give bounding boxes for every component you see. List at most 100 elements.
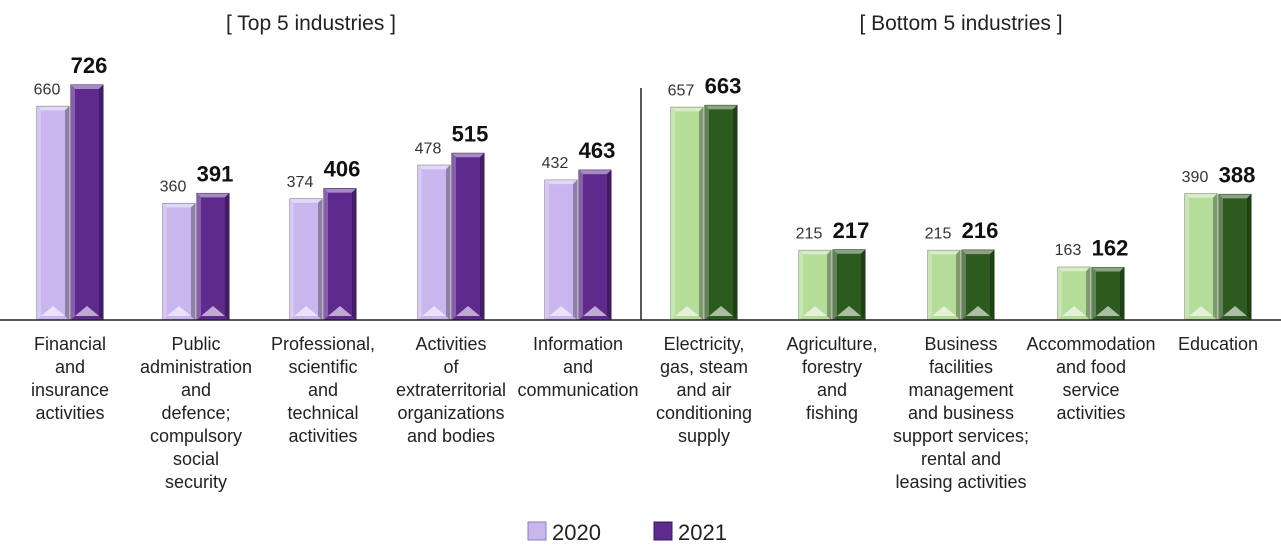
category-label-line: of [443,357,459,377]
bar-2020-g0-c4 [544,179,578,321]
bar-2021-g1-c4-body [1218,193,1252,321]
value-labels: 660 726 360 391 374 406 478 515 432 463 657 663 215 2… [34,53,1256,261]
bar-2020-g1-c0-bevel-top [671,107,703,112]
category-label-line: conditioning [656,403,752,423]
bar-2020-g0-c2-bevel-top [290,198,322,203]
bar-2020-g0-c3 [417,164,451,321]
bar-2020-g0-c4-highlight [549,306,573,316]
category-label-line: and [181,380,211,400]
category-label-line: defence; [161,403,230,423]
bar-2020-g0-c0-bevel-right [65,106,69,320]
bar-2021-g0-c1-highlight [201,306,225,316]
category-label-line: and food [1056,357,1126,377]
category-label-line: and air [676,380,731,400]
category-label-line: insurance [31,380,109,400]
bar-2021-g0-c0-bevel-top [71,85,103,89]
category-label-line: administration [140,357,252,377]
bar-2020-g1-c3-bevel-left [1058,267,1062,320]
value-label-2021-g0-c1: 391 [197,161,234,186]
bar-2021-g0-c2-body [323,188,357,321]
category-label-g0-c0: Financial and insurance activities [31,334,109,423]
category-labels: Financial and insurance activities Public adm… [31,334,1258,492]
bar-2020-g0-c4-body [544,179,578,321]
bar-2020-g0-c3-body [417,164,451,321]
bar-2021-g0-c3-body [451,152,485,321]
category-label-line: Education [1178,334,1258,354]
bar-2020-g0-c2 [289,198,323,321]
category-label-line: communication [517,380,638,400]
bar-2020-g1-c0-bevel-left [671,107,675,320]
group-titles: [ Top 5 industries ] [ Bottom 5 industri… [226,12,1063,35]
bar-2021-g1-c1-bevel-right [861,249,865,320]
legend-label-2020: 2020 [552,520,601,542]
bottom-group-title: [ Bottom 5 industries ] [859,12,1062,35]
value-label-2021-g1-c3: 162 [1092,236,1129,261]
legend-swatch-2020 [527,521,547,541]
bar-2020-g1-c4-bevel-left [1185,193,1189,320]
bar-2020-g0-c0 [36,105,70,321]
bar-2020-g1-c2 [927,249,961,321]
bars [36,84,1252,321]
bar-2020-g1-c2-bevel-right [956,250,960,320]
category-label-line: social [173,449,219,469]
bar-2021-g1-c2-bevel-left [962,250,966,320]
bar-2020-g0-c1-highlight [167,306,191,316]
category-label-line: Public [171,334,220,354]
category-label-line: extraterritorial [396,380,506,400]
bar-2021-g1-c4-bevel-left [1219,194,1223,320]
bar-2021-g0-c2-highlight [328,306,352,316]
value-label-2020-g1-c4: 390 [1182,169,1209,186]
category-label-line: technical [287,403,358,423]
bar-2020-g0-c1 [162,202,196,321]
category-label-line: Accommodation [1026,334,1155,354]
bar-2021-g0-c0-body [70,84,104,321]
bar-2021-g1-c0 [704,104,738,321]
category-label-line: gas, steam [660,357,748,377]
category-label-line: forestry [802,357,862,377]
legend-label-2021: 2021 [678,520,727,542]
bar-2021-g1-c0-bevel-top [705,105,737,110]
category-label-line: and bodies [407,426,495,446]
bar-2020-g1-c0-bevel-right [699,107,703,320]
bar-2020-g1-c1-bevel-left [799,250,803,320]
category-label-line: organizations [397,403,504,423]
bar-2021-g0-c1-bevel-left [197,193,201,320]
bar-2021-g1-c1-bevel-top [833,249,865,254]
bar-2021-g1-c2-bevel-right [990,250,994,320]
bar-2020-g1-c4-bevel-top [1185,193,1217,198]
category-label-g0-c4: Information and communication [517,334,638,400]
category-label-line: Financial [34,334,106,354]
bar-2020-g0-c0-bevel-left [37,106,41,320]
bar-2020-g1-c3-bevel-top [1058,267,1090,272]
bar-2021-g0-c1-bevel-right [225,193,229,320]
bar-2021-g0-c2-bevel-top [324,188,356,193]
value-label-2020-g0-c4: 432 [542,155,569,172]
bar-2020-g0-c1-bevel-top [163,203,195,208]
bar-2021-g1-c3 [1091,267,1125,321]
bar-2021-g0-c4-bevel-top [579,170,611,175]
category-label-line: Information [533,334,623,354]
category-label-line: leasing activities [895,472,1026,492]
category-label-g0-c3: Activities of extraterritorial organization… [396,334,506,446]
bar-2020-g0-c2-body [289,198,323,321]
bar-2021-g1-c2-highlight [966,306,990,316]
category-label-line: and business [908,403,1014,423]
bar-2020-g0-c1-bevel-right [191,203,195,320]
category-label-line: scientific [288,357,357,377]
category-label-line: Business [924,334,997,354]
bar-2020-g1-c3-highlight [1062,306,1086,316]
bar-2021-g0-c3-bevel-right [480,153,484,320]
bar-2021-g1-c4-bevel-right [1247,194,1251,320]
category-label-line: rental and [921,449,1001,469]
bar-2021-g0-c3-bevel-left [452,153,456,320]
bar-2020-g1-c0-body [670,106,704,321]
value-label-2021-g0-c2: 406 [324,157,361,182]
bar-2021-g0-c1-body [196,192,230,321]
bar-2020-g1-c1-highlight [803,306,827,316]
bar-2021-g0-c0-bevel-left [71,85,75,320]
bar-2021-g0-c1-bevel-top [197,193,229,198]
bar-2021-g0-c3 [451,152,485,321]
category-label-line: supply [678,426,730,446]
